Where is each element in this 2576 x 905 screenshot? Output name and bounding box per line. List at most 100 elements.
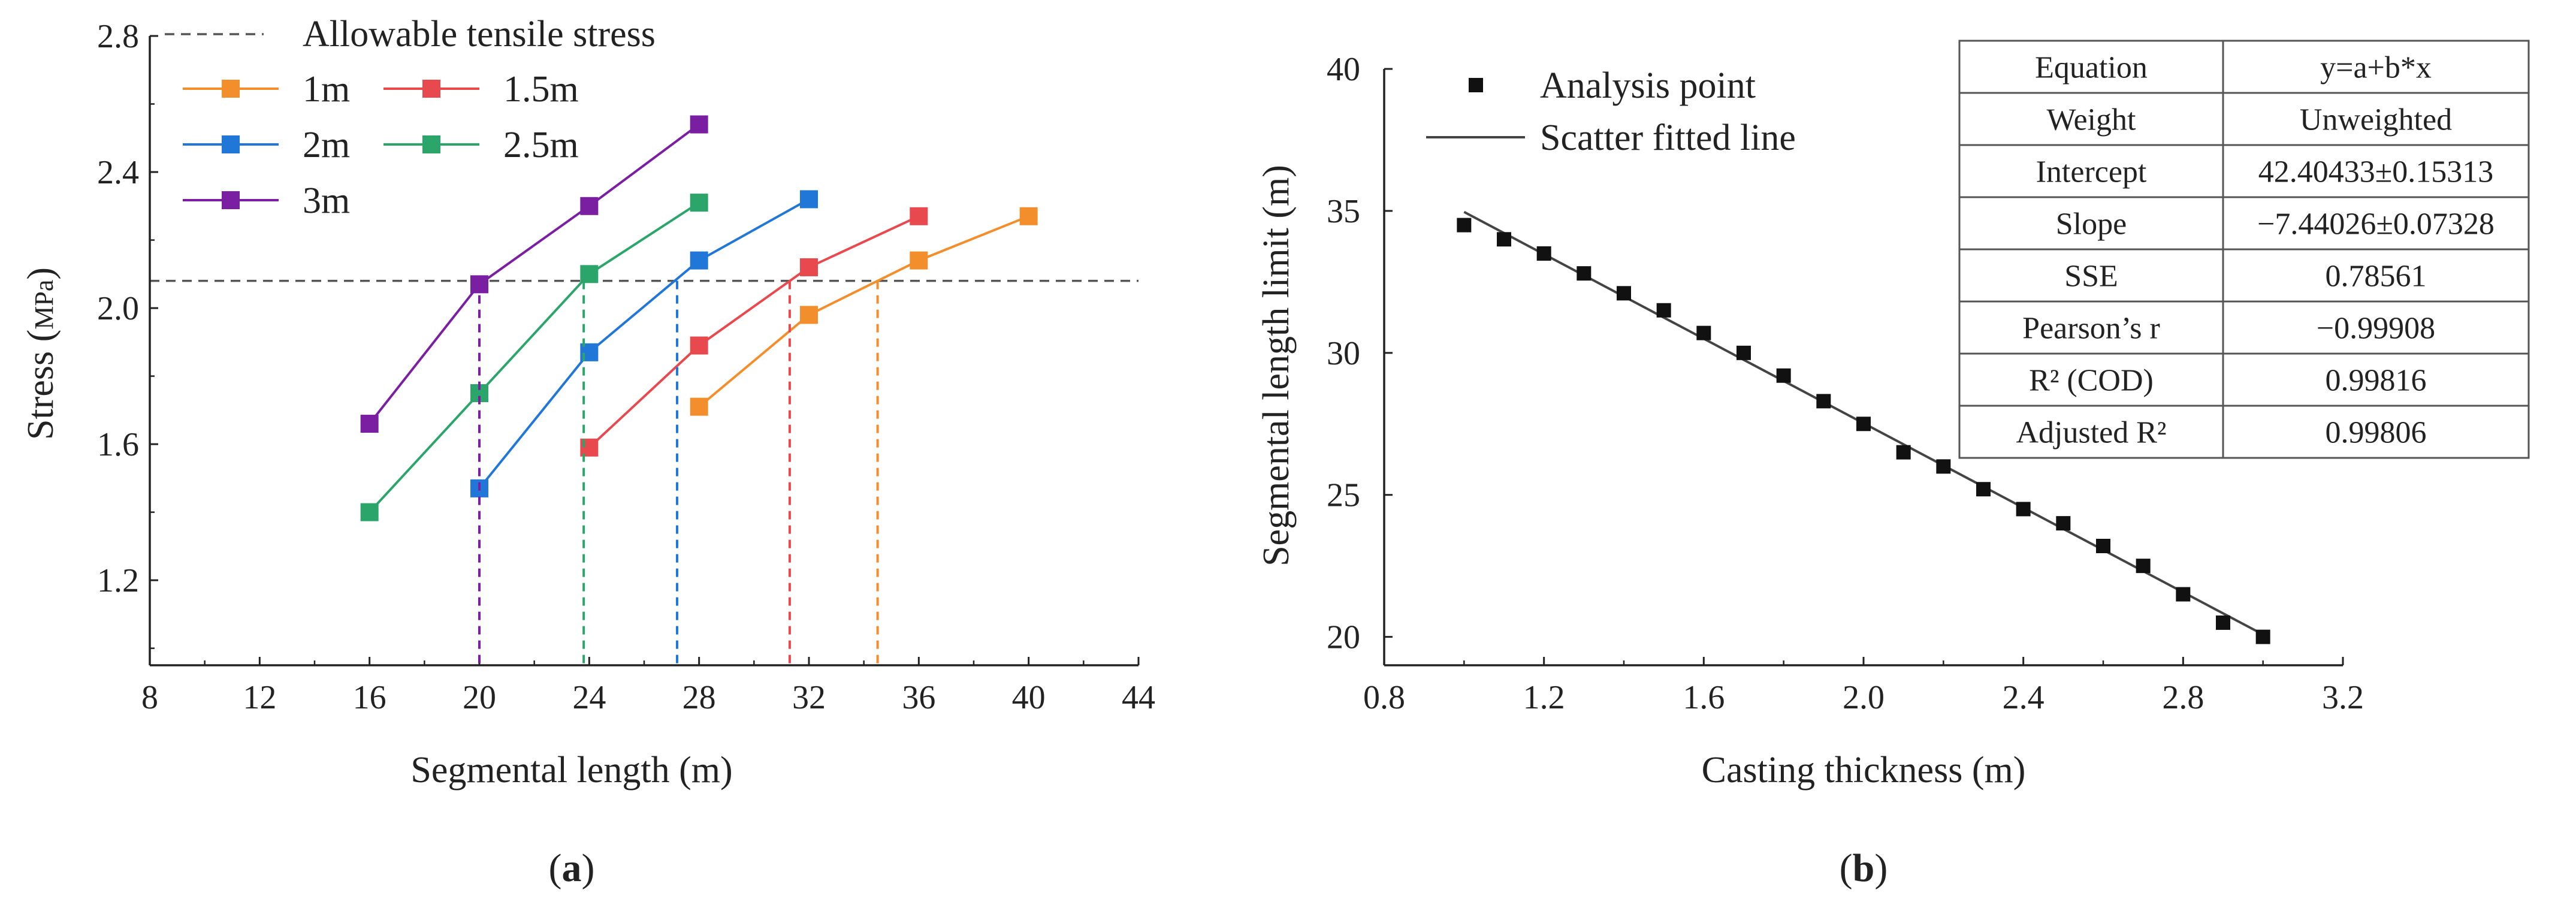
chart-b-table-value: −7.44026±0.07328 xyxy=(2257,207,2495,242)
chart-a-point xyxy=(800,258,818,276)
chart-b-point xyxy=(2255,629,2270,644)
chart-a-y-axis-title-close: ) xyxy=(20,267,61,280)
chart-a-legend-swatch-marker xyxy=(422,80,440,98)
chart-a-point xyxy=(580,265,599,283)
chart-b-point xyxy=(1497,232,1511,247)
chart-a-legend-swatch-marker xyxy=(222,80,240,98)
chart-b-point xyxy=(1816,394,1831,409)
chart-a-y-tick-label: 2.8 xyxy=(97,18,139,55)
chart-a-point xyxy=(800,306,818,324)
chart-b-legend-point-swatch xyxy=(1469,78,1483,92)
chart-a-legend-label: 1m xyxy=(303,69,350,110)
chart-a-point xyxy=(690,115,708,134)
chart-b-point xyxy=(1696,325,1711,340)
chart-a-y-axis-title-main: Stress ( xyxy=(20,330,61,440)
chart-a-point xyxy=(1019,207,1038,225)
chart-b-table-key: Weight xyxy=(2047,103,2136,137)
chart-b-point xyxy=(1976,482,1991,497)
chart-b-point xyxy=(1896,445,1911,460)
chart-a-point xyxy=(690,397,708,416)
chart-a-x-axis-title: Segmental length (m) xyxy=(410,750,732,791)
chart-b-point xyxy=(1936,459,1951,474)
chart-a-legend-swatch-marker xyxy=(222,135,240,153)
chart-a-point xyxy=(360,503,379,521)
chart-a-y-tick-label: 2.4 xyxy=(97,154,139,191)
chart-a-legend-threshold-label: Allowable tensile stress xyxy=(303,14,656,55)
chart-a-point xyxy=(580,197,599,215)
chart-a-x-tick-label: 28 xyxy=(682,679,716,716)
chart-b-point xyxy=(2016,502,2031,517)
chart-b-legend-point-label: Analysis point xyxy=(1540,65,1756,106)
chart-b-table-value: 0.99806 xyxy=(2326,416,2427,450)
chart-a-x-tick-label: 12 xyxy=(243,679,276,716)
panel-a-label-letter: a xyxy=(562,846,582,890)
chart-a-x-tick-label: 32 xyxy=(792,679,826,716)
chart-b: 0.8 1.2 1.6 2.0 2.4 2.8 3.2 20 25 30 35 40 Analysis… xyxy=(1256,40,2530,890)
chart-b-y-tick-label: 40 xyxy=(1327,51,1360,88)
chart-b-point xyxy=(1776,368,1791,383)
chart-b-table-key: Intercept xyxy=(2036,155,2147,189)
chart-a-point xyxy=(910,207,928,225)
chart-a-point xyxy=(690,194,708,212)
chart-b-point xyxy=(2096,539,2110,553)
chart-a-x-tick-label: 36 xyxy=(902,679,935,716)
chart-a-point xyxy=(910,251,928,270)
chart-a-legend-label: 3m xyxy=(303,180,350,221)
chart-b-table-value: 0.78561 xyxy=(2326,260,2427,294)
chart-b-point xyxy=(1737,345,1751,360)
chart-b-table-value: 42.40433±0.15313 xyxy=(2258,155,2494,189)
chart-b-axes: 0.8 1.2 1.6 2.0 2.4 2.8 3.2 20 25 30 35 40 xyxy=(1327,51,2364,716)
chart-b-y-axis-title: Segmental length limit (m) xyxy=(1256,165,1297,566)
chart-b-table-key: Slope xyxy=(2056,207,2127,242)
chart-b-table-key: Pearson’s r xyxy=(2022,312,2160,346)
panel-b-label-paren: ) xyxy=(1874,846,1888,890)
chart-a-series-1.5m xyxy=(580,207,928,665)
chart-b-x-tick-label: 1.6 xyxy=(1683,679,1725,716)
chart-b-table-key: R² (COD) xyxy=(2029,364,2154,398)
chart-a-x-tick-label: 20 xyxy=(463,679,496,716)
chart-b-table-key: Equation xyxy=(2035,51,2148,85)
chart-b-y-tick-label: 25 xyxy=(1327,477,1360,514)
chart-a-x-tick-label: 24 xyxy=(572,679,606,716)
panel-b-label-paren: ( xyxy=(1840,846,1853,890)
panel-a-label: (a) xyxy=(549,846,595,890)
panel-b-label: (b) xyxy=(1840,846,1888,890)
chart-b-table-value: Unweighted xyxy=(2300,103,2452,137)
chart-a-point xyxy=(690,336,708,355)
chart-a-point xyxy=(690,251,708,270)
chart-a-series-2m xyxy=(470,190,818,665)
chart-a-x-tick-label: 44 xyxy=(1122,679,1155,716)
chart-b-y-tick-label: 35 xyxy=(1327,193,1360,230)
chart-a-line xyxy=(478,198,810,490)
chart-a-y-tick-label: 1.2 xyxy=(97,562,139,599)
chart-a-legend-label: 2.5m xyxy=(503,125,579,165)
chart-a-point xyxy=(470,275,488,294)
chart-a-legend: Allowable tensile stress 1m 1.5m 2m 2.5m 3m xyxy=(165,14,656,221)
chart-a: 8 12 16 20 24 28 32 36 40 44 1.2 1.6 2.0 2.4 2.8 Allow… xyxy=(20,14,1155,890)
chart-b-legend-line-label: Scatter fitted line xyxy=(1540,117,1796,158)
chart-a-series-group xyxy=(360,115,1038,665)
chart-b-x-tick-label: 3.2 xyxy=(2322,679,2364,716)
chart-a-line xyxy=(369,201,700,513)
chart-a-line xyxy=(369,123,700,425)
chart-b-point xyxy=(2176,587,2191,602)
chart-a-series-3m xyxy=(360,115,708,665)
chart-b-point xyxy=(1577,266,1591,281)
chart-b-point xyxy=(1457,218,1472,233)
panel-a-label-paren: ) xyxy=(582,846,595,890)
chart-b-point xyxy=(1656,303,1671,318)
chart-a-line xyxy=(698,215,1029,408)
chart-a-legend-swatch-marker xyxy=(422,135,440,153)
chart-a-x-tick-label: 8 xyxy=(141,679,158,716)
chart-b-table-key: Adjusted R² xyxy=(2016,416,2166,450)
chart-b-point xyxy=(2136,559,2151,574)
chart-b-table-value: −0.99908 xyxy=(2317,312,2435,346)
chart-b-x-tick-label: 2.0 xyxy=(1843,679,1885,716)
chart-b-point xyxy=(1536,246,1551,261)
chart-b-table-value: y=a+b*x xyxy=(2320,51,2432,85)
chart-a-legend-swatch-marker xyxy=(222,191,240,209)
chart-a-y-tick-label: 1.6 xyxy=(97,426,139,463)
chart-a-point xyxy=(360,415,379,433)
chart-b-table-value: 0.99816 xyxy=(2326,364,2427,398)
chart-a-series-2.5m xyxy=(360,194,708,665)
